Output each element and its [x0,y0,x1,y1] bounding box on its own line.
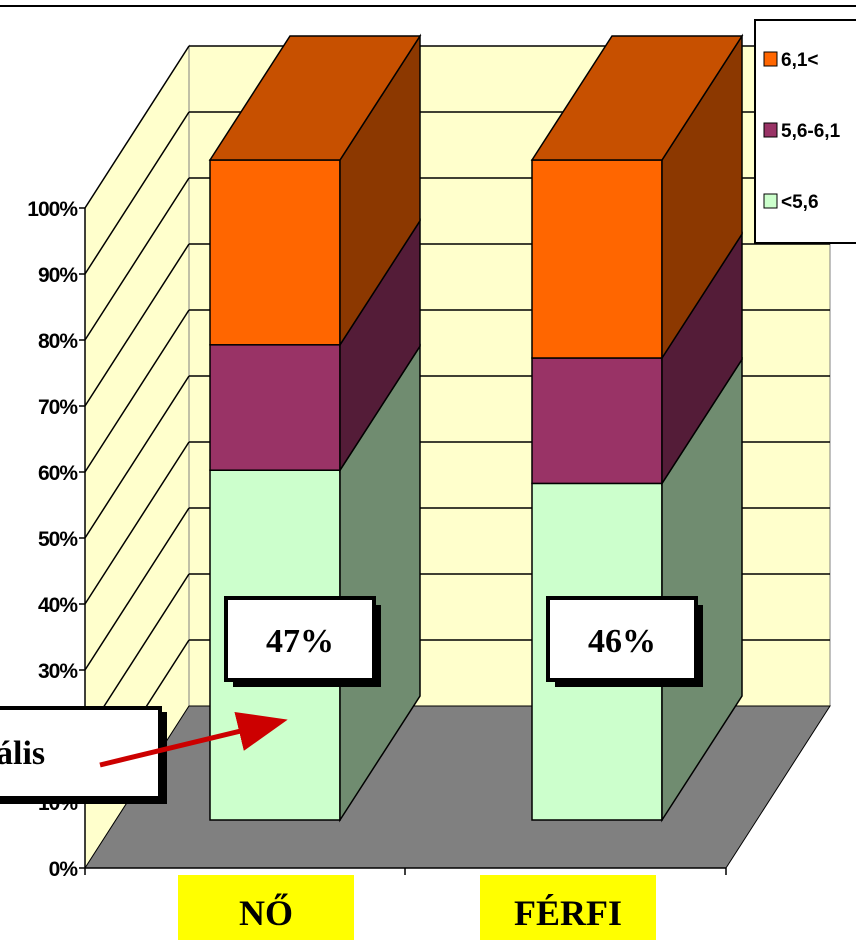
gridline-diagonal [84,507,190,671]
bar-top [530,35,744,161]
y-tick-label: 30% [38,660,78,683]
y-tick-label: 50% [38,528,78,551]
gridline-diagonal [84,309,190,473]
y-tick-label: 70% [38,396,78,419]
y-tick-label: 40% [38,594,78,617]
legend-label: 6,1< [781,50,819,71]
annotation-label: 46% [588,623,656,660]
callout: ális [0,706,288,804]
legend-swatch [763,193,778,209]
callout-arrow [99,711,288,768]
gridline-diagonal [84,441,190,605]
callout-box-shadow [160,712,167,802]
y-tick-label: 100% [27,198,78,221]
callout-box [0,706,162,800]
category-label-background [480,875,656,940]
annotations: 47% 46% [224,596,703,687]
gridline-diagonal [84,177,190,341]
callout-text: ális [0,735,45,772]
category-labels: NŐ FÉRFI [178,875,656,940]
bars [208,33,744,823]
category-label-background [178,875,354,940]
gridline-diagonal [84,45,190,209]
bar-segment-front [209,159,341,346]
y-tick-label: 60% [38,462,78,485]
bar-segment-front [209,344,341,471]
annotation-box [546,596,698,682]
legend-label: <5,6 [781,192,819,213]
bar-segment-front [531,357,663,485]
legend-label: 5,6-6,1 [781,121,841,142]
gridline-diagonal [84,243,190,407]
y-tick-label: 80% [38,330,78,353]
bar-top [208,35,422,161]
annotation-box [224,596,376,682]
legend: 6,1< 5,6-6,1 <5,6 [754,19,856,244]
gridline-diagonal [84,111,190,275]
gridline-diagonal [84,375,190,539]
y-tick-label: 0% [49,858,79,881]
legend-swatch [763,51,778,67]
y-tick-label: 90% [38,264,78,287]
category-label: NŐ [239,893,293,933]
callout-box-shadow-bottom [0,798,167,804]
annotation-label: 47% [266,623,334,660]
category-label: FÉRFI [514,893,622,933]
bar-segment-front [531,159,663,359]
legend-swatch [763,122,778,138]
